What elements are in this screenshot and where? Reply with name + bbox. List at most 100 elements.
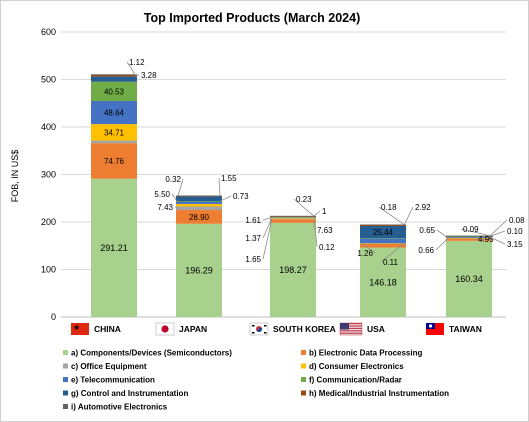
category-label: JAPAN: [179, 324, 207, 334]
bar-segment: [446, 235, 492, 237]
bar-segment: [91, 143, 137, 179]
flag-stripe: [340, 331, 362, 333]
legend-item: g) Control and Instrumentation: [63, 389, 188, 398]
label-leader: [262, 216, 273, 221]
data-label: 3.28: [141, 71, 157, 80]
data-label: 3.15: [507, 240, 523, 249]
bar-segment: [360, 247, 406, 317]
legend-label: b) Electronic Data Processing: [309, 349, 422, 358]
legend-swatch: [301, 363, 306, 369]
legend-swatch: [301, 390, 306, 396]
label-leader: [378, 206, 405, 225]
bar-segment: [360, 225, 406, 239]
label-leader: [313, 210, 321, 217]
bar-segment: [176, 201, 222, 202]
legend-item: a) Components/Devices (Semiconductors): [63, 349, 232, 358]
category-label: TAIWAN: [449, 324, 482, 334]
y-tick-label: 0: [51, 312, 56, 322]
flag-trigram: [264, 332, 267, 334]
flag-stripe: [340, 328, 362, 329]
data-label: 74.76: [104, 157, 125, 166]
category-label: USA: [367, 324, 385, 334]
flag-stripe: [340, 333, 362, 335]
data-label: 0.12: [319, 243, 335, 252]
y-axis-label: FOB, IN US$: [10, 150, 20, 203]
data-label: 28.90: [189, 213, 210, 222]
label-leader: [489, 236, 506, 245]
y-tick-label: 500: [41, 75, 56, 85]
legend-label: d) Consumer Electronics: [309, 362, 404, 371]
legend-swatch: [301, 350, 306, 355]
bar-segment: [270, 222, 316, 317]
taiwan-flag-icon: [426, 323, 444, 335]
bar-segment: [446, 240, 492, 317]
data-label: 4.95: [478, 235, 494, 244]
data-label: 1: [322, 207, 327, 216]
data-label: 146.18: [369, 277, 397, 287]
data-label: 0.65: [419, 226, 435, 235]
bar-segment: [270, 215, 316, 217]
y-tick-label: 600: [41, 27, 56, 37]
legend-swatch: [63, 390, 68, 396]
bar-segment: [91, 140, 137, 144]
label-leader: [262, 218, 273, 260]
legend-item: e) Telecommunication: [63, 376, 155, 385]
y-tick-label: 400: [41, 122, 56, 132]
data-label: 196.29: [185, 265, 213, 275]
data-label: 1.12: [129, 58, 145, 67]
data-label: 7.43: [157, 203, 173, 212]
label-leader: [174, 206, 179, 209]
data-label: 1.55: [221, 174, 237, 183]
legend-label: f) Communication/Radar: [309, 376, 402, 385]
flag-star: ★: [73, 323, 80, 332]
data-label: 5.50: [154, 190, 170, 199]
label-leader: [460, 228, 491, 237]
label-leader: [262, 217, 273, 239]
bar-segment: [360, 238, 406, 239]
label-leader: [475, 238, 491, 241]
flag-yin: [256, 327, 262, 332]
label-leader: [293, 198, 315, 217]
data-label: 1.26: [357, 249, 373, 258]
data-label: 0.10: [507, 227, 523, 236]
bar-segment: [176, 196, 222, 202]
label-leader: [219, 195, 232, 202]
bar-segment: [270, 219, 316, 223]
legend-swatch: [63, 404, 68, 409]
bar-segment: [446, 237, 492, 239]
legend-item: c) Office Equipment: [63, 362, 147, 371]
data-label: 1.37: [245, 234, 261, 243]
bar-segment: [270, 218, 316, 220]
label-leader: [313, 216, 318, 248]
legend-item: i) Automotive Electronics: [63, 403, 168, 412]
legend-label: i) Automotive Electronics: [71, 403, 168, 412]
legend-label: e) Telecommunication: [71, 376, 155, 385]
bar-segment: [270, 216, 316, 218]
category-label: CHINA: [94, 324, 121, 334]
flag-canton: [340, 323, 349, 330]
label-leader: [489, 219, 508, 237]
legend-label: a) Components/Devices (Semiconductors): [71, 349, 232, 358]
data-label: 0.09: [463, 225, 479, 234]
flag-sun: [428, 324, 433, 328]
bar-segment: [176, 223, 222, 317]
label-leader: [134, 74, 140, 76]
label-leader: [126, 61, 136, 75]
data-label: 198.27: [279, 265, 307, 275]
legend-label: g) Control and Instrumentation: [71, 389, 188, 398]
data-label: 40.53: [104, 87, 125, 96]
legend-label: c) Office Equipment: [71, 362, 147, 371]
legend-swatch: [63, 350, 68, 355]
bar-segment: [360, 243, 406, 248]
legend-swatch: [63, 363, 68, 369]
data-label: 2.92: [415, 203, 431, 212]
label-leader: [436, 229, 449, 239]
bar-segment: [360, 224, 406, 226]
data-label: 7.63: [317, 226, 333, 235]
data-label: 1.61: [245, 216, 261, 225]
flag-disc: [161, 325, 169, 333]
bar-segment: [446, 236, 492, 238]
category-label: SOUTH KOREA: [273, 324, 336, 334]
bar-segment: [176, 195, 222, 197]
